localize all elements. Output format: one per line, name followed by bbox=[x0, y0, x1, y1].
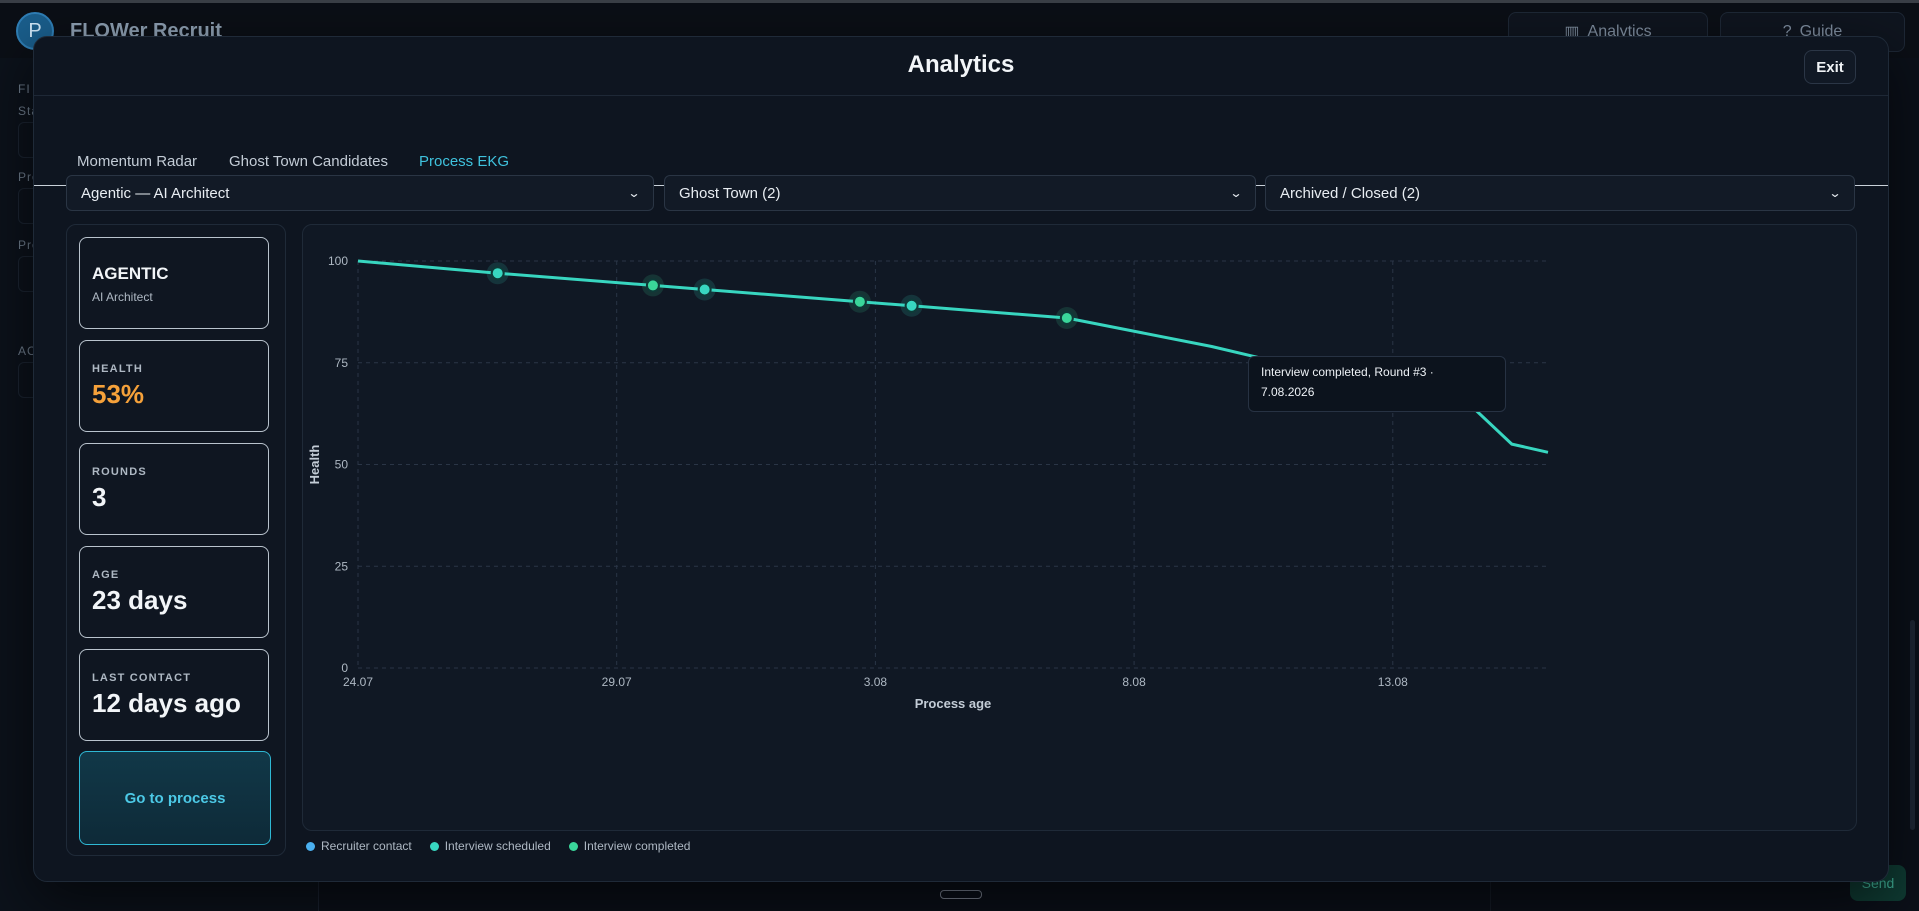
legend-item-interview-scheduled: Interview scheduled bbox=[429, 839, 551, 853]
legend-dot bbox=[429, 841, 439, 851]
app-top-border bbox=[0, 0, 1919, 3]
event-marker bbox=[904, 298, 919, 313]
legend-label: Interview scheduled bbox=[444, 839, 551, 853]
event-marker bbox=[490, 266, 505, 281]
legend-item-recruiter-contact: Recruiter contact bbox=[306, 839, 412, 853]
process-select[interactable]: Agentic — AI Architect ⌄ bbox=[66, 175, 654, 211]
tab-ghost-town-candidates[interactable]: Ghost Town Candidates bbox=[229, 153, 388, 170]
age-card: AGE 23 days bbox=[79, 546, 269, 638]
go-to-process-button[interactable]: Go to process bbox=[79, 751, 271, 845]
tab-bar: Momentum Radar Ghost Town Candidates Pro… bbox=[34, 95, 1888, 186]
y-tick-label: 0 bbox=[341, 661, 348, 675]
chevron-down-icon: ⌄ bbox=[1828, 186, 1842, 200]
role-name: AI Architect bbox=[92, 290, 153, 304]
company-name: AGENTIC bbox=[92, 264, 169, 283]
x-tick-label: 29.07 bbox=[602, 675, 632, 689]
company-card: AGENTIC AI Architect bbox=[79, 237, 269, 329]
group-select-value: Ghost Town (2) bbox=[679, 184, 781, 202]
help-circle-icon: ? bbox=[1782, 23, 1792, 40]
tab-momentum-radar[interactable]: Momentum Radar bbox=[77, 153, 198, 170]
y-tick-label: 25 bbox=[335, 559, 349, 573]
event-marker bbox=[1059, 310, 1074, 325]
exit-button[interactable]: Exit bbox=[1804, 50, 1856, 84]
health-label: HEALTH bbox=[92, 363, 143, 375]
y-tick-label: 100 bbox=[328, 254, 348, 268]
chevron-down-icon: ⌄ bbox=[1229, 186, 1243, 200]
rounds-card: ROUNDS 3 bbox=[79, 443, 269, 535]
legend-label: Interview completed bbox=[583, 839, 691, 853]
status-select-value: Archived / Closed (2) bbox=[1280, 184, 1421, 202]
ekg-chart: 0 25 50 75 100 24.07 29.07 3.08 8.08 13.08 Process… bbox=[307, 254, 1549, 711]
event-marker bbox=[697, 282, 712, 297]
modal-header: Analytics Exit bbox=[34, 37, 1888, 96]
x-tick-label: 13.08 bbox=[1378, 675, 1408, 689]
last-contact-value: 12 days ago bbox=[92, 688, 241, 718]
sidebar-label: AC bbox=[18, 344, 37, 358]
modal-title: Analytics bbox=[907, 51, 1015, 78]
tooltip-line-2: 7.08.2026 bbox=[1261, 385, 1315, 399]
health-value: 53% bbox=[92, 379, 145, 409]
rounds-value: 3 bbox=[92, 482, 107, 512]
sidebar-label: FI bbox=[18, 82, 31, 96]
process-select-value: Agentic — AI Architect bbox=[81, 184, 230, 202]
x-tick-label: 3.08 bbox=[864, 675, 888, 689]
scrollbar[interactable] bbox=[1910, 620, 1915, 830]
event-tooltip: Interview completed, Round #3 · 7.08.202… bbox=[1248, 356, 1506, 412]
x-tick-label: 24.07 bbox=[343, 675, 373, 689]
summary-panel: AGENTIC AI Architect HEALTH 53% ROUNDS 3… bbox=[66, 224, 286, 856]
y-tick-label: 75 bbox=[335, 356, 349, 370]
group-select[interactable]: Ghost Town (2) ⌄ bbox=[664, 175, 1256, 211]
last-contact-card: LAST CONTACT 12 days ago bbox=[79, 649, 269, 741]
age-label: AGE bbox=[92, 569, 120, 581]
last-contact-label: LAST CONTACT bbox=[92, 672, 192, 684]
chevron-down-icon: ⌄ bbox=[627, 186, 641, 200]
legend-dot bbox=[306, 841, 315, 851]
event-marker bbox=[645, 278, 660, 293]
analytics-modal: Analytics Exit Momentum Radar Ghost Town… bbox=[33, 36, 1889, 882]
home-indicator bbox=[940, 890, 982, 899]
age-value: 23 days bbox=[92, 585, 188, 615]
event-marker bbox=[852, 294, 867, 309]
analytics-nav-label: Analytics bbox=[1587, 23, 1652, 40]
rounds-label: ROUNDS bbox=[92, 466, 147, 478]
legend-label: Recruiter contact bbox=[321, 839, 412, 853]
status-select[interactable]: Archived / Closed (2) ⌄ bbox=[1265, 175, 1855, 211]
chart-legend: Recruiter contact Interview scheduled In… bbox=[306, 839, 690, 853]
health-card: HEALTH 53% bbox=[79, 340, 269, 432]
x-axis-title: Process age bbox=[915, 696, 992, 711]
y-tick-label: 50 bbox=[335, 458, 349, 472]
legend-dot bbox=[568, 841, 578, 851]
x-tick-label: 8.08 bbox=[1122, 675, 1146, 689]
y-axis-title: Health bbox=[307, 445, 322, 485]
tooltip-line-1: Interview completed, Round #3 · bbox=[1261, 365, 1434, 379]
legend-item-interview-completed: Interview completed bbox=[568, 839, 691, 853]
guide-nav-label: Guide bbox=[1799, 23, 1843, 40]
ekg-chart-panel: 0 25 50 75 100 24.07 29.07 3.08 8.08 13.08 Process… bbox=[302, 224, 1857, 831]
